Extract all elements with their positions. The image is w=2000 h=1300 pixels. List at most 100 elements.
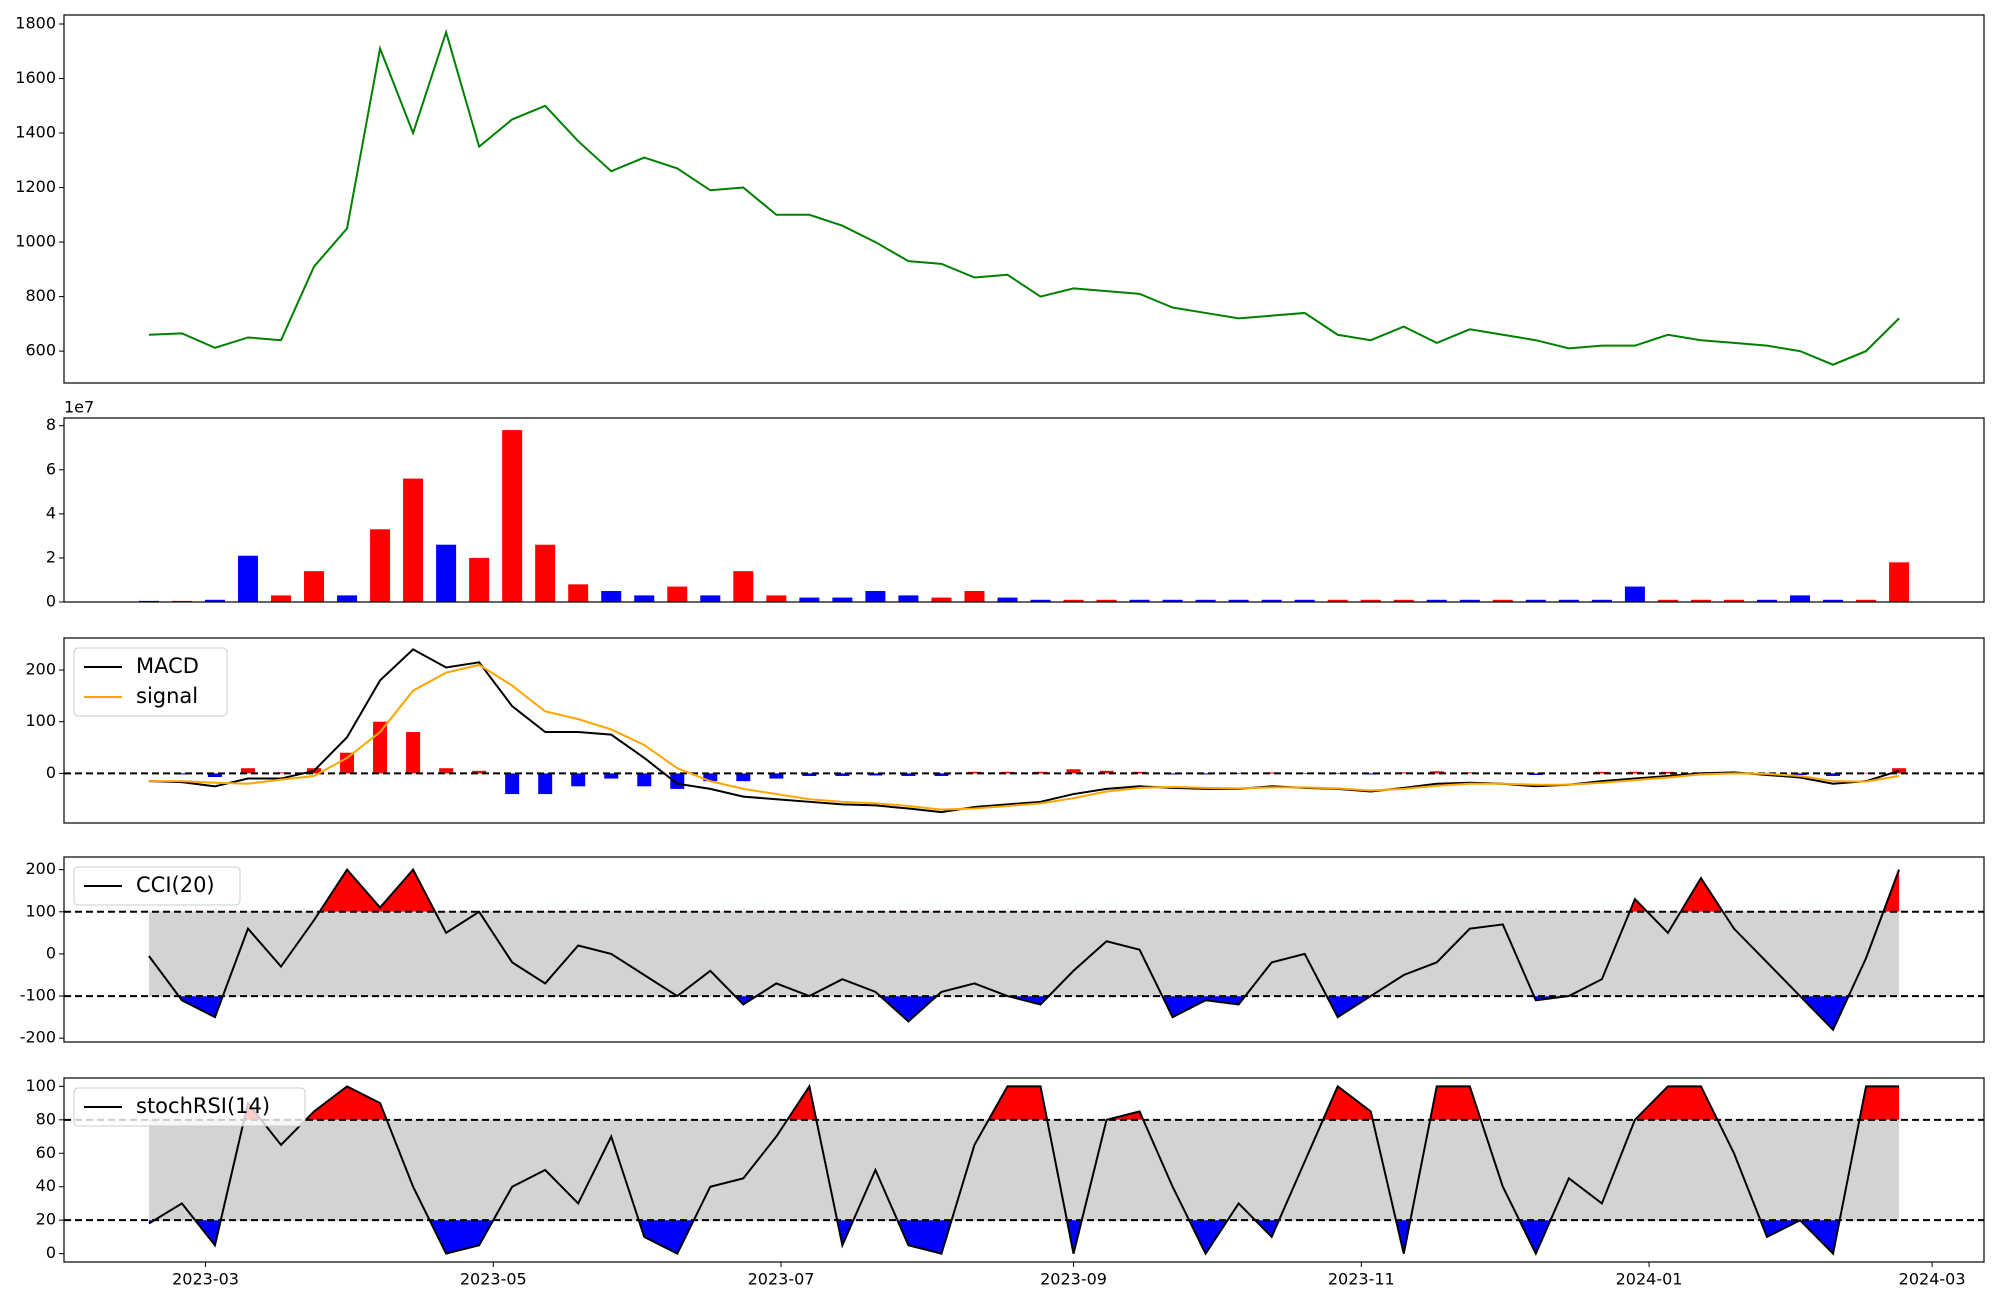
histogram-bar: [703, 773, 718, 782]
bar: [370, 529, 391, 602]
bar: [1624, 586, 1645, 602]
panel: 0 100 200 MACD signal: [25, 637, 1985, 824]
y-tick-label: 800: [25, 286, 56, 305]
y-tick-label: 0: [46, 763, 56, 782]
histogram-bar: [1231, 773, 1246, 774]
y-tick-label: 2: [46, 547, 56, 566]
bar: [865, 590, 886, 602]
legend-label: stochRSI(14): [136, 1094, 270, 1118]
histogram-bar: [1033, 771, 1048, 774]
histogram-bar: [274, 772, 289, 774]
bar: [1195, 599, 1216, 602]
axes-frame: [63, 637, 1985, 824]
bar: [502, 430, 523, 602]
y-tick-label: 200: [25, 859, 56, 878]
bar: [337, 595, 358, 602]
histogram-bar: [1396, 772, 1411, 774]
bar: [1823, 599, 1844, 602]
y-tick-label: 1400: [15, 123, 56, 142]
histogram-bar: [967, 771, 982, 774]
bar: [1558, 599, 1579, 602]
plot-area: [148, 28, 1900, 366]
histogram-bar: [1793, 773, 1808, 775]
histogram-bar: [1528, 773, 1543, 775]
legend-box: [73, 1087, 306, 1127]
bar: [931, 597, 952, 602]
histogram-bar: [604, 773, 619, 779]
axes-frame: [63, 856, 1985, 1043]
histogram-bar: [1462, 772, 1477, 774]
above-fill: [148, 869, 1900, 912]
y-tick-label: 6: [46, 459, 56, 478]
line: [148, 1083, 1900, 1257]
bar: [667, 586, 688, 602]
histogram-bar: [1429, 771, 1444, 774]
y-tick-label: 100: [25, 1076, 56, 1095]
bar: [634, 595, 655, 602]
bar: [1294, 599, 1315, 602]
histogram-bar: [637, 773, 652, 787]
axes-frame: [63, 1077, 1985, 1263]
bar: [1459, 599, 1480, 602]
y-tick-label: 600: [25, 341, 56, 360]
bar: [1657, 599, 1678, 602]
histogram-bar: [439, 768, 454, 774]
line: [148, 28, 1900, 366]
bar: [237, 555, 258, 602]
bar: [304, 571, 325, 602]
bar: [535, 544, 556, 602]
histogram-bar: [934, 773, 949, 776]
y-tick-label: -100: [20, 986, 56, 1005]
histogram-bar: [373, 721, 388, 774]
bar: [1889, 562, 1910, 602]
y-tick-label: 60: [36, 1143, 56, 1162]
bar: [1228, 599, 1249, 602]
legend-box: [73, 866, 241, 906]
bar: [832, 597, 853, 602]
bar: [1756, 599, 1777, 602]
y-tick-label: 1200: [15, 177, 56, 196]
y-tick-label: 40: [36, 1176, 56, 1195]
bar: [436, 544, 457, 602]
panel: 0 2 4 6 8 1e7: [46, 398, 1985, 611]
bar: [1129, 599, 1150, 602]
histogram-bar: [1826, 773, 1841, 776]
bar: [1856, 599, 1877, 602]
histogram-bar: [340, 752, 355, 774]
plot-area: [64, 867, 1984, 1032]
bar: [1690, 599, 1711, 602]
bar: [1393, 599, 1414, 602]
histogram-bar: [174, 773, 189, 775]
band: [148, 1119, 1900, 1221]
histogram-bar: [1198, 773, 1213, 775]
histogram-bar: [802, 773, 817, 776]
line: [148, 663, 1900, 811]
y-tick-label: 0: [46, 592, 56, 611]
histogram-bar: [1594, 771, 1609, 774]
y-tick-label: 0: [46, 1243, 56, 1262]
y-tick-label: 8: [46, 415, 56, 434]
x-tick-label: 2023-11: [1328, 1270, 1395, 1289]
bar: [898, 595, 919, 602]
histogram-bar: [1099, 770, 1114, 774]
y-tick-label: 20: [36, 1210, 56, 1229]
bar: [1492, 599, 1513, 602]
x-tick-label: 2024-01: [1616, 1270, 1683, 1289]
bar: [964, 590, 985, 602]
bar: [469, 557, 490, 602]
bar: [1426, 599, 1447, 602]
y-offset-label: 1e7: [64, 398, 94, 417]
bar: [997, 597, 1018, 602]
bar: [1360, 599, 1381, 602]
bar: [1525, 599, 1546, 602]
histogram-bar: [1363, 773, 1378, 775]
bar: [1096, 599, 1117, 602]
x-tick-label: 2023-07: [748, 1270, 815, 1289]
bar: [766, 595, 787, 602]
bar: [271, 595, 292, 602]
y-tick-label: 0: [46, 943, 56, 962]
histogram-bar: [207, 773, 222, 778]
line: [148, 648, 1900, 814]
histogram-bar: [1264, 772, 1279, 774]
histogram-bar: [1330, 773, 1345, 774]
